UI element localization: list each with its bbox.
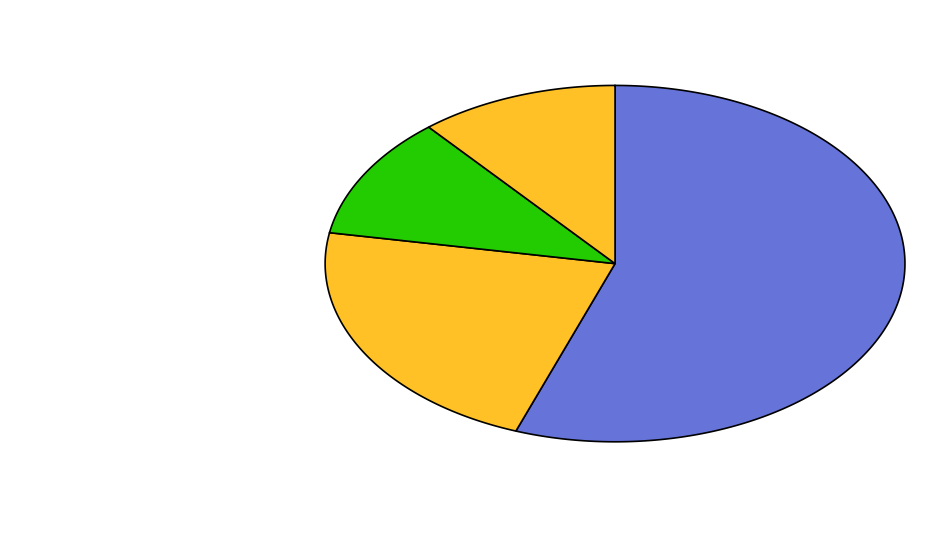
PathPatch shape bbox=[516, 86, 905, 442]
PathPatch shape bbox=[429, 86, 615, 264]
PathPatch shape bbox=[325, 232, 615, 431]
PathPatch shape bbox=[330, 127, 615, 264]
